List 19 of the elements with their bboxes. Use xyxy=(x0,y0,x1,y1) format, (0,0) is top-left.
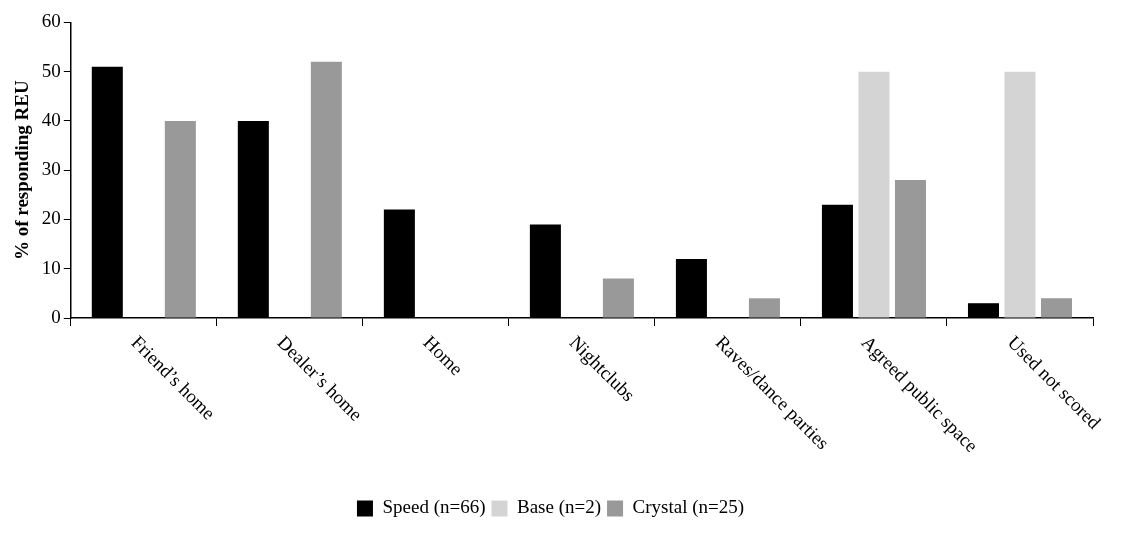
legend-label: Base (n=2) xyxy=(517,496,602,519)
y-axis-title: % of responding REU xyxy=(11,80,33,261)
bar xyxy=(748,298,780,318)
y-tick-label: 20 xyxy=(41,207,61,229)
legend-label: Crystal (n=25) xyxy=(632,496,745,519)
y-tick-label: 10 xyxy=(41,256,61,278)
y-tick-label: 40 xyxy=(41,108,61,130)
bar xyxy=(164,120,196,318)
bar xyxy=(310,61,342,318)
bar xyxy=(1040,298,1073,318)
y-tick-label: 50 xyxy=(41,59,61,81)
bar xyxy=(858,71,890,318)
y-tick-label: 0 xyxy=(51,305,61,327)
y-tick-label: 30 xyxy=(41,158,61,180)
y-tick-label: 60 xyxy=(41,10,61,32)
bar xyxy=(894,180,926,318)
legend-label: Speed (n=66) xyxy=(382,496,486,519)
bar xyxy=(602,278,634,318)
bar xyxy=(1004,71,1036,318)
